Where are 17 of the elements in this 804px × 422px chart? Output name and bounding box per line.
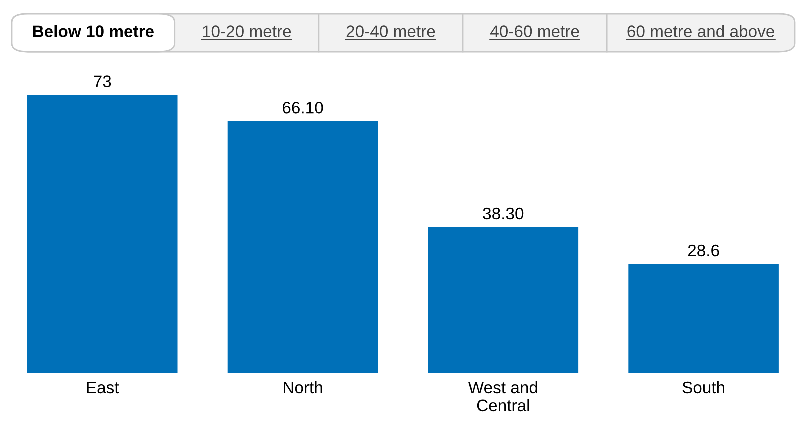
bar bbox=[628, 264, 779, 374]
text: 20-40 metre bbox=[346, 26, 436, 38]
x-tick-label: South bbox=[682, 381, 724, 394]
bar bbox=[428, 227, 579, 374]
text: Below 10 metre bbox=[33, 25, 154, 38]
text: 10-20 metre bbox=[203, 26, 292, 38]
x-tick-label: North bbox=[284, 381, 322, 394]
text: 60 metre and above bbox=[628, 25, 774, 38]
data-label: 28.6 bbox=[688, 244, 720, 257]
bar bbox=[27, 94, 178, 374]
data-label: 66.10 bbox=[283, 102, 324, 114]
data-label: 73 bbox=[94, 76, 112, 88]
bar bbox=[228, 121, 378, 374]
x-tick-label: West and Central bbox=[468, 381, 538, 412]
data-label: 38.30 bbox=[483, 208, 524, 220]
x-tick-label: East bbox=[87, 382, 120, 394]
text: 40-60 metre bbox=[490, 26, 580, 38]
